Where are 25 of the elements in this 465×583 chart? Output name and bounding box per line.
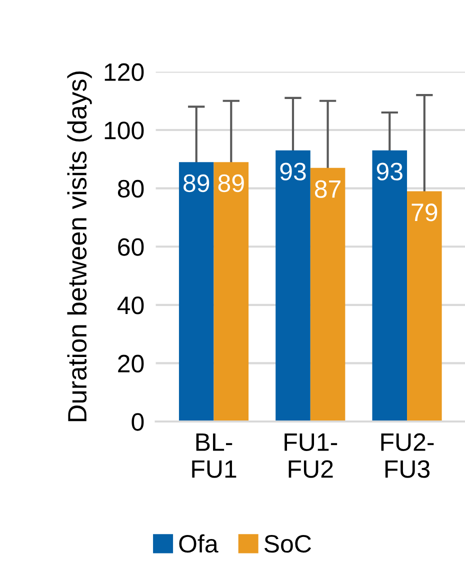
data-label: 89 (184, 174, 210, 192)
data-label: 79 (412, 204, 438, 222)
data-label: 87 (314, 180, 340, 198)
y-tick-label: 120 (104, 63, 144, 82)
y-tick-label: 20 (118, 354, 144, 373)
y-tick-label: 100 (104, 122, 144, 140)
y-axis-title: Duration between visits (days) (67, 72, 92, 422)
bar (178, 162, 214, 422)
data-label: 89 (218, 174, 244, 192)
y-tick-label: 40 (117, 296, 144, 314)
y-tick-label: 60 (118, 238, 144, 256)
legend-label: SoC (264, 534, 312, 553)
bar (310, 168, 346, 422)
bar (276, 150, 310, 422)
x-tick-label: FU1- FU2 (284, 434, 338, 478)
data-label: 93 (376, 162, 402, 180)
y-tick-label: 80 (118, 180, 144, 198)
data-label: 93 (280, 162, 306, 180)
legend-label: Ofa (179, 534, 218, 553)
bar (214, 162, 249, 422)
y-tick-label: 0 (132, 413, 144, 431)
x-tick-label: FU2- FU3 (381, 433, 434, 478)
bar (407, 191, 442, 422)
bar (372, 150, 408, 422)
x-tick-label: BL- FU1 (192, 434, 236, 478)
